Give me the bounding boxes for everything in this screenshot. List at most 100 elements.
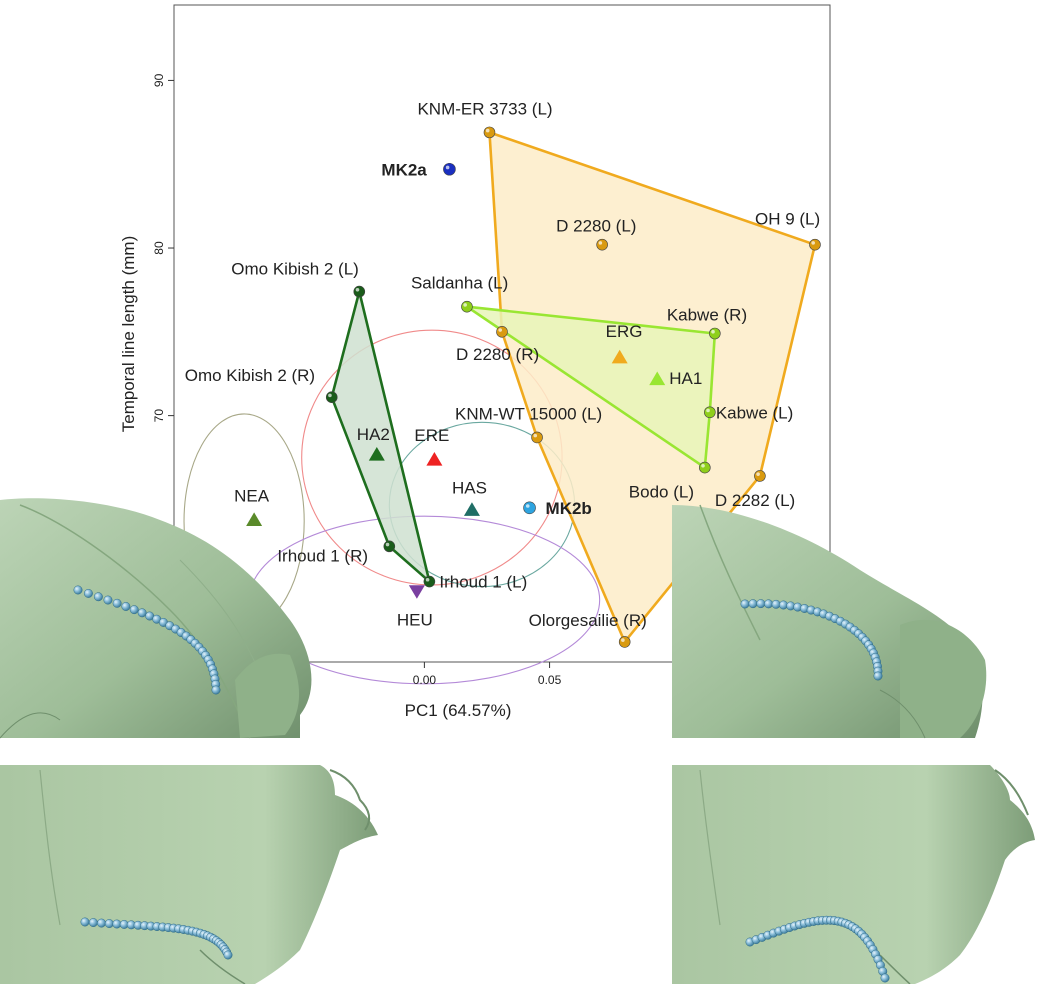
point-highlight [485, 128, 490, 133]
label-ha2: HA2 [357, 425, 390, 444]
point-d-2282-l [754, 470, 766, 482]
landmark-bead [97, 918, 106, 928]
x-tick-label: 0.05 [538, 673, 562, 687]
point-d-2280-l [596, 238, 608, 251]
labels-layer: KNM-ER 3733 (L) OH 9 (L) D 2282 (L) Olorges… [185, 99, 820, 630]
mean-ha1 [649, 371, 666, 386]
point-highlight [811, 241, 815, 245]
point-omo-kibish-2-l [353, 285, 366, 298]
point-irhoud-1-l [423, 575, 436, 588]
point-irhoud-1-r [383, 540, 396, 553]
label-ere: ERE [414, 426, 449, 445]
point-olorgesailie-r [618, 636, 631, 648]
point-highlight [706, 408, 710, 413]
label-saldanha-l: Saldanha (L) [411, 274, 508, 293]
landmark-beads-bottom-left [80, 917, 233, 960]
label-omo-kibish-2-r: Omo Kibish 2 (R) [185, 366, 315, 385]
mean-has [463, 502, 480, 516]
point-kabwe-l [704, 406, 716, 419]
point-highlight [701, 463, 705, 468]
mean-ere [426, 452, 443, 466]
point-highlight [533, 433, 538, 438]
label-kabwe-r: Kabwe (R) [667, 306, 747, 325]
top-right-render [672, 504, 987, 739]
landmark-bead [748, 599, 758, 609]
landmark-bead [137, 608, 147, 618]
point-kabwe-r [709, 327, 721, 340]
landmark-bead [93, 592, 103, 602]
landmark-bead [211, 685, 221, 695]
x-tick-label: 0.00 [413, 673, 437, 687]
landmark-bead [121, 602, 131, 611]
point-highlight [328, 393, 332, 398]
landmark-bead [756, 599, 766, 609]
point-highlight [525, 504, 530, 508]
point-omo-kibish-2-r [325, 391, 338, 403]
point-highlight [711, 329, 715, 334]
label-irhoud-1-l: Irhoud 1 (L) [439, 573, 527, 592]
point-highlight [498, 328, 503, 332]
landmark-bead [223, 950, 233, 960]
landmark-bead [104, 919, 114, 929]
landmark-bead [103, 595, 113, 605]
mean-ha2 [368, 446, 385, 461]
point-highlight [425, 577, 430, 582]
label-knm-wt-15000-l: KNM-WT 15000 (L) [455, 404, 602, 423]
y-tick-label: 70 [152, 409, 166, 423]
point-knm-wt-15000-l [531, 431, 543, 444]
landmark-bead [129, 605, 139, 615]
point-highlight [756, 472, 760, 476]
landmark-bead [80, 917, 90, 927]
landmark-bead [83, 588, 93, 598]
landmark-bead [880, 973, 890, 983]
label-olorgesailie-r: Olorgesailie (R) [529, 611, 647, 630]
point-highlight [445, 165, 450, 170]
label-ha1: HA1 [669, 369, 702, 388]
landmark-bead [873, 671, 883, 681]
label-omo-kibish-2-l: Omo Kibish 2 (L) [231, 260, 359, 279]
x-axis-title: PC1 (64.57%) [405, 701, 512, 720]
landmark-beads-bottom-right [745, 915, 890, 983]
point-highlight [463, 303, 467, 307]
label-mk2b: MK2b [546, 499, 592, 518]
label-nea: NEA [234, 487, 270, 506]
point-bodo-l [699, 461, 711, 474]
label-d-2282-l: D 2282 (L) [715, 491, 795, 510]
label-erg: ERG [606, 322, 643, 341]
mean-heu [408, 585, 425, 599]
label-mk2a: MK2a [381, 160, 427, 179]
landmark-bead [112, 598, 122, 608]
point-saldanha-l [461, 300, 473, 313]
label-has: HAS [452, 478, 487, 497]
landmark-bead [73, 585, 83, 595]
mean-nea [246, 512, 263, 526]
points-layer [246, 126, 821, 648]
landmark-beads-top-right [740, 599, 883, 681]
point-knm-er-3733-l [483, 126, 496, 139]
label-irhoud-1-r: Irhoud 1 (R) [277, 546, 368, 565]
top-left-render [0, 498, 312, 739]
point-mk2a [443, 162, 456, 176]
label-heu: HEU [397, 611, 433, 630]
landmark-beads-top-left [73, 585, 221, 695]
landmark-bead [740, 599, 750, 609]
point-highlight [621, 638, 625, 642]
landmark-bead [771, 599, 781, 609]
point-highlight [598, 241, 603, 245]
y-tick-label: 80 [152, 241, 166, 255]
landmark-bead [764, 599, 773, 609]
point-d-2280-r [496, 326, 508, 338]
label-knm-er-3733-l: KNM-ER 3733 (L) [417, 99, 552, 118]
mean-erg [611, 349, 628, 364]
label-oh-9-l: OH 9 (L) [755, 210, 820, 229]
label-bodo-l: Bodo (L) [629, 483, 694, 502]
label-kabwe-l: Kabwe (L) [716, 403, 793, 422]
bottom-right-render [672, 765, 1035, 984]
bottom-left-render [0, 765, 378, 984]
point-oh-9-l [809, 238, 821, 251]
label-d-2280-l: D 2280 (L) [556, 217, 636, 236]
y-tick-label: 90 [152, 73, 166, 87]
y-axis-title: Temporal line length (mm) [119, 236, 138, 433]
label-d-2280-r: D 2280 (R) [456, 345, 539, 364]
